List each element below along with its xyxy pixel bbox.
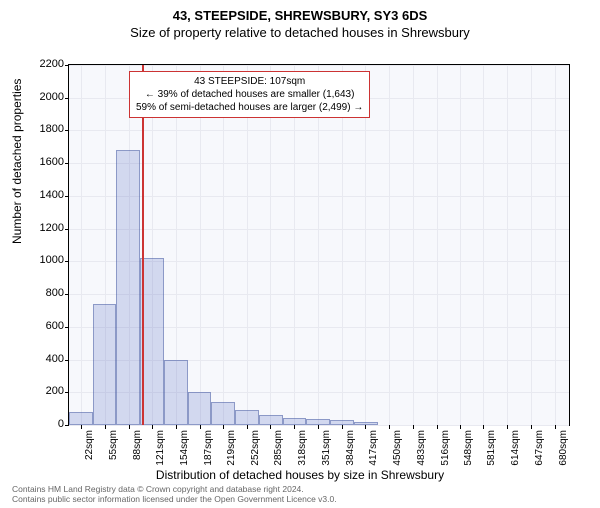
gridline-v (483, 65, 484, 425)
histogram-bar (93, 304, 117, 425)
histogram-bar (354, 422, 378, 425)
gridline-h (69, 425, 569, 426)
histogram-bar (306, 419, 330, 425)
y-tick-label: 800 (24, 287, 64, 299)
y-tick-label: 1800 (24, 123, 64, 135)
x-tick-label: 647sqm (534, 430, 545, 470)
gridline-v (555, 65, 556, 425)
x-tick-label: 154sqm (179, 430, 190, 470)
gridline-v (247, 65, 248, 425)
y-axis-label: Number of detached properties (10, 79, 24, 244)
annot-line-2: ← 39% of detached houses are smaller (1,… (136, 88, 363, 101)
chart-subtitle: Size of property relative to detached ho… (0, 25, 600, 40)
footer-attribution: Contains HM Land Registry data © Crown c… (12, 484, 337, 504)
gridline-v (413, 65, 414, 425)
gridline-v (81, 65, 82, 425)
x-tick-label: 516sqm (440, 430, 451, 470)
annotation-box: 43 STEEPSIDE: 107sqm← 39% of detached ho… (129, 71, 370, 118)
y-tick-label: 1400 (24, 189, 64, 201)
x-tick-label: 88sqm (132, 430, 143, 470)
gridline-v (437, 65, 438, 425)
page-title: 43, STEEPSIDE, SHREWSBURY, SY3 6DS (0, 8, 600, 23)
x-tick-label: 384sqm (345, 430, 356, 470)
x-tick-label: 417sqm (368, 430, 379, 470)
gridline-v (270, 65, 271, 425)
gridline-v (531, 65, 532, 425)
y-tick-label: 400 (24, 353, 64, 365)
gridline-v (318, 65, 319, 425)
histogram-bar (211, 402, 235, 425)
y-tick-label: 2000 (24, 91, 64, 103)
histogram-bar (259, 415, 283, 425)
histogram-bar (164, 360, 188, 425)
y-tick-label: 0 (24, 418, 64, 430)
property-marker-line (142, 65, 144, 425)
y-tick-label: 2200 (24, 58, 64, 70)
annot-line-3: 59% of semi-detached houses are larger (… (136, 101, 363, 114)
x-tick-label: 22sqm (84, 430, 95, 470)
x-tick-label: 614sqm (510, 430, 521, 470)
y-tick-label: 200 (24, 385, 64, 397)
histogram-bar (116, 150, 140, 425)
histogram-bar (69, 412, 93, 425)
histogram-bar (330, 420, 354, 425)
histogram-bar (188, 392, 212, 425)
gridline-v (365, 65, 366, 425)
x-tick-label: 121sqm (155, 430, 166, 470)
x-tick-label: 187sqm (203, 430, 214, 470)
x-axis-label: Distribution of detached houses by size … (0, 468, 600, 482)
footer-line-2: Contains public sector information licen… (12, 494, 337, 504)
footer-line-1: Contains HM Land Registry data © Crown c… (12, 484, 337, 494)
annot-line-1: 43 STEEPSIDE: 107sqm (136, 75, 363, 88)
histogram-bar (283, 418, 307, 425)
gridline-v (200, 65, 201, 425)
y-tick-label: 1200 (24, 222, 64, 234)
x-tick-label: 450sqm (392, 430, 403, 470)
x-tick-label: 548sqm (463, 430, 474, 470)
x-tick-label: 680sqm (558, 430, 569, 470)
y-tick-label: 1000 (24, 254, 64, 266)
x-tick-label: 351sqm (321, 430, 332, 470)
x-tick-label: 219sqm (226, 430, 237, 470)
x-tick-label: 285sqm (273, 430, 284, 470)
x-tick-label: 483sqm (416, 430, 427, 470)
y-tick-label: 600 (24, 320, 64, 332)
gridline-v (460, 65, 461, 425)
y-tick-label: 1600 (24, 156, 64, 168)
histogram-plot: 43 STEEPSIDE: 107sqm← 39% of detached ho… (68, 64, 570, 426)
gridline-v (389, 65, 390, 425)
x-tick-label: 55sqm (108, 430, 119, 470)
x-tick-label: 581sqm (486, 430, 497, 470)
gridline-v (223, 65, 224, 425)
x-tick-label: 252sqm (250, 430, 261, 470)
gridline-v (342, 65, 343, 425)
histogram-bar (235, 410, 259, 425)
gridline-v (294, 65, 295, 425)
x-tick-label: 318sqm (297, 430, 308, 470)
gridline-v (507, 65, 508, 425)
